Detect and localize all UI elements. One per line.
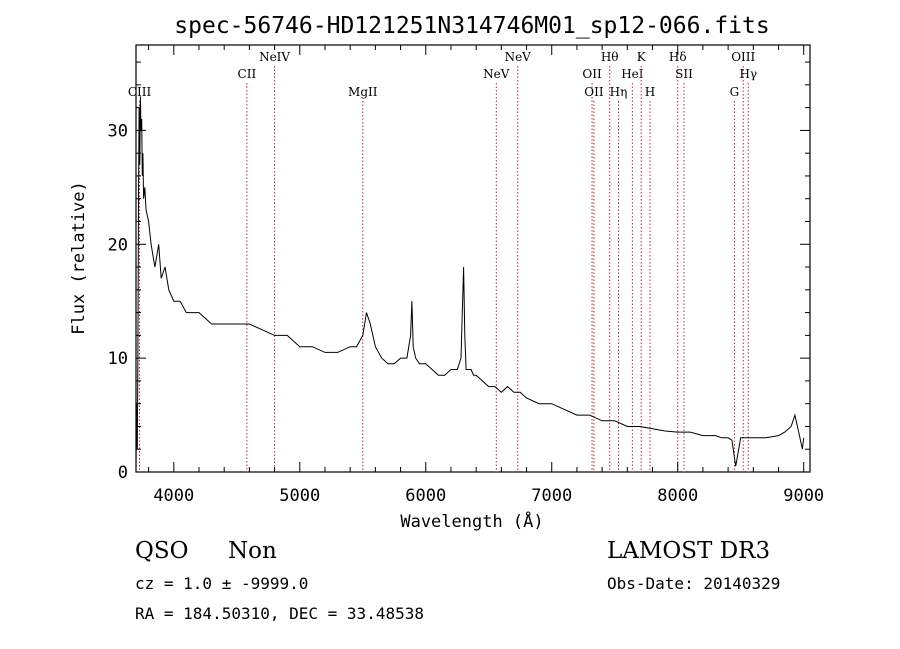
line-marker-label: Hδ <box>669 50 687 64</box>
line-marker-label: SII <box>675 67 693 81</box>
line-marker-label: OII <box>582 67 602 81</box>
redshift-value: cz = 1.0 ± -9999.0 <box>135 574 309 593</box>
x-tick-label: 8000 <box>657 486 698 506</box>
line-marker-label: NeV <box>483 67 510 81</box>
x-tick-label: 7000 <box>531 486 572 506</box>
obs-date: Obs-Date: 20140329 <box>607 574 781 593</box>
object-subclass: Non <box>228 538 277 564</box>
line-marker-label: OII <box>584 85 604 99</box>
y-tick-label: 0 <box>118 463 128 483</box>
line-marker-label: K <box>637 50 647 64</box>
line-marker-label: MgII <box>348 85 378 99</box>
y-tick-label: 10 <box>108 349 128 369</box>
line-marker-label: H <box>645 85 655 99</box>
object-class: QSO <box>135 538 189 564</box>
line-marker-label: NeIV <box>259 50 290 64</box>
line-marker-label: Hθ <box>601 50 619 64</box>
x-tick-label: 5000 <box>279 486 320 506</box>
y-axis-label: Flux (relative) <box>69 181 89 335</box>
line-marker-label: NeV <box>505 50 532 64</box>
y-tick-label: 20 <box>108 235 128 255</box>
x-tick-label: 9000 <box>783 486 824 506</box>
plot-frame <box>135 44 811 473</box>
line-marker-label: HeI <box>621 67 644 81</box>
survey-name: LAMOST DR3 <box>607 538 771 564</box>
line-marker-label: CII <box>238 67 257 81</box>
x-axis-label: Wavelength (Å) <box>400 510 543 532</box>
line-marker-label: CIII <box>128 85 152 99</box>
axis-ticks: 4000 5000 6000 7000 8000 9000 0 10 20 30 <box>108 45 824 506</box>
x-tick-label: 6000 <box>405 486 446 506</box>
x-tick-label: 4000 <box>153 486 194 506</box>
line-marker-label: Hγ <box>739 67 757 81</box>
line-marker-label: Hη <box>610 85 628 99</box>
spectrum-line <box>135 96 805 467</box>
line-marker-label: OIII <box>731 50 755 64</box>
ra-dec: RA = 184.50310, DEC = 33.48538 <box>135 604 424 623</box>
line-marker-label: G <box>730 85 740 99</box>
y-tick-label: 30 <box>108 121 128 141</box>
chart-title: spec-56746-HD121251N314746M01_sp12-066.f… <box>174 13 769 39</box>
